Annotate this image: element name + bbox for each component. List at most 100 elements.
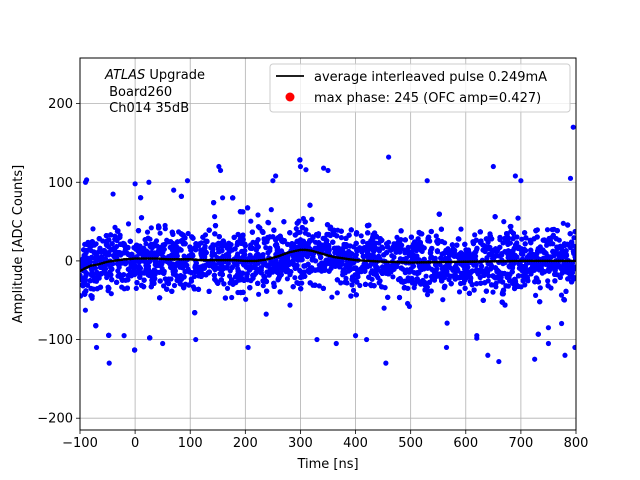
sample-point [418, 248, 425, 254]
sample-point [548, 254, 554, 260]
sample-point [298, 274, 304, 280]
sample-point [212, 231, 218, 237]
sample-point [235, 231, 241, 238]
sample-point [343, 242, 349, 248]
sample-point [442, 283, 448, 289]
sample-point [206, 288, 212, 294]
sample-point [547, 265, 554, 271]
sample-point [277, 260, 283, 266]
sample-point [557, 243, 563, 249]
sample-point [338, 235, 344, 241]
sample-point [243, 296, 249, 302]
sample-point [483, 288, 489, 294]
sample-point [148, 225, 154, 231]
sample-point [87, 246, 93, 252]
sample-point [561, 261, 567, 267]
sample-point [118, 241, 124, 247]
sample-point [85, 239, 91, 246]
sample-point [147, 236, 153, 242]
sample-point [424, 292, 431, 298]
sample-point [88, 293, 94, 299]
sample-point [546, 235, 552, 242]
sample-point [263, 278, 270, 285]
sample-point [569, 239, 575, 245]
sample-point [442, 240, 448, 246]
sample-point [573, 244, 576, 250]
sample-point [215, 280, 221, 286]
sample-point [538, 265, 544, 271]
sample-point [422, 282, 428, 288]
sample-point [309, 216, 315, 222]
sample-point [572, 229, 576, 235]
sample-point [157, 230, 163, 236]
sample-point [362, 268, 368, 274]
sample-point [221, 281, 227, 287]
sample-point [486, 244, 492, 250]
sample-point [114, 279, 120, 285]
sample-point [229, 265, 235, 271]
sample-point [83, 272, 89, 278]
sample-point [306, 269, 312, 275]
sample-point [237, 209, 243, 215]
sample-point [229, 277, 235, 283]
sample-point [565, 270, 571, 276]
sample-point [223, 265, 230, 271]
sample-point [93, 251, 99, 258]
sample-point [369, 240, 375, 246]
sample-point [200, 234, 206, 240]
sample-point [460, 251, 466, 257]
sample-point [324, 222, 331, 228]
sample-point [528, 240, 534, 246]
sample-point [290, 284, 296, 290]
sample-point [537, 285, 543, 291]
sample-point [484, 266, 490, 272]
sample-point [177, 246, 183, 252]
sample-point [344, 250, 350, 256]
sample-point [80, 283, 86, 289]
sample-point [144, 229, 151, 235]
sample-point [271, 283, 277, 289]
sample-point [266, 220, 272, 226]
sample-point [454, 253, 460, 259]
sample-point [248, 218, 254, 224]
sample-point [80, 272, 83, 278]
sample-point [212, 276, 218, 282]
sample-point [504, 274, 510, 280]
sample-point [111, 254, 118, 260]
sample-point [161, 283, 167, 289]
sample-point [482, 243, 488, 249]
sample-point [402, 284, 408, 291]
sample-point [545, 325, 552, 331]
sample-point [106, 272, 112, 278]
sample-point [224, 285, 231, 291]
sample-point [500, 240, 506, 246]
sample-point [242, 243, 248, 249]
sample-point [396, 247, 402, 253]
sample-point [531, 236, 537, 242]
sample-point [125, 245, 131, 251]
sample-point [347, 266, 353, 273]
sample-point [162, 226, 168, 232]
sample-point [125, 277, 131, 283]
sample-point [433, 233, 439, 239]
sample-point [245, 205, 251, 211]
sample-point [280, 266, 286, 273]
sample-point [480, 247, 486, 253]
sample-point [185, 230, 191, 237]
sample-point [450, 246, 456, 252]
sample-point [561, 241, 568, 247]
sample-point [216, 234, 222, 240]
sample-point [185, 266, 191, 272]
sample-point [87, 278, 93, 284]
sample-point [267, 245, 273, 251]
sample-point [281, 262, 287, 268]
sample-point [96, 236, 102, 242]
sample-point [170, 241, 176, 247]
sample-point [275, 235, 281, 241]
sample-point [189, 252, 195, 258]
sample-point [550, 249, 556, 255]
sample-point [164, 286, 170, 292]
sample-point [109, 241, 115, 247]
sample-point [216, 249, 222, 255]
